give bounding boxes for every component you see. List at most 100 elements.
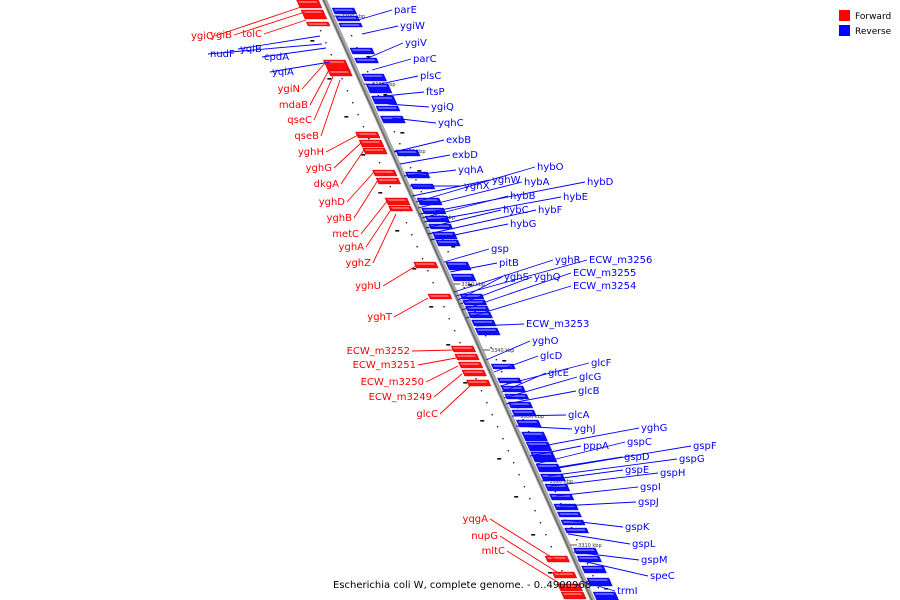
reverse-gene-block-highlight — [579, 557, 599, 559]
tick-label: 3320 kbp — [549, 479, 573, 485]
forward-gene-leader — [393, 297, 429, 318]
reverse-gene-leader — [391, 117, 437, 124]
reverse-gene-label-hybe: hybE — [563, 192, 588, 203]
minor-dot — [512, 462, 515, 464]
reverse-gene-block — [431, 231, 458, 240]
forward-gene-label-ecw-m3251: ECW_m3251 — [353, 360, 416, 371]
reverse-gene-label-ygiv: ygiV — [405, 38, 427, 49]
reverse-gene-label-hyba: hybA — [524, 177, 550, 188]
reverse-gene-block-highlight — [452, 275, 472, 277]
reverse-gene-block-highlight — [510, 403, 530, 405]
reverse-gene-label-gspe: gspE — [625, 465, 649, 476]
forward-gene-block-highlight — [302, 11, 322, 13]
reverse-gene-label-glcb: glcB — [578, 386, 600, 397]
minor-dot — [366, 71, 369, 73]
reverse-gene-leader — [269, 61, 331, 73]
reverse-gene-leader — [457, 276, 503, 301]
minor-dash — [395, 230, 400, 232]
reverse-gene-block-highlight — [351, 49, 371, 51]
reverse-gene-leader — [461, 272, 572, 311]
forward-gene-label-nupg: nupG — [471, 531, 498, 542]
forward-gene-block-highlight — [386, 199, 406, 201]
forward-gene-label-qseb: qseB — [294, 131, 319, 142]
reverse-gene-leader — [531, 427, 640, 449]
forward-gene-block — [375, 177, 402, 185]
reverse-gene-leader — [425, 209, 502, 229]
reverse-gene-leader — [559, 501, 637, 507]
minor-dash — [468, 284, 473, 286]
minor-dot — [523, 486, 526, 488]
reverse-gene-leader — [577, 559, 649, 577]
forward-gene-leader — [301, 61, 327, 90]
reverse-gene-label-nudf: nudF — [210, 49, 235, 60]
minor-dot — [377, 95, 380, 97]
reverse-gene-block-highlight — [356, 59, 376, 61]
minor-dot — [518, 474, 520, 476]
forward-gene-block-highlight — [468, 381, 488, 383]
forward-gene-label-ecw-m3250: ECW_m3250 — [361, 377, 424, 388]
forward-gene-label-yghb: yghB — [327, 213, 353, 224]
minor-dot — [597, 587, 600, 589]
minor-dot — [534, 510, 536, 512]
reverse-gene-leader — [371, 58, 412, 71]
minor-dot — [545, 534, 547, 536]
forward-gene-block — [358, 139, 385, 148]
reverse-gene-leader — [399, 154, 451, 165]
forward-gene-leader — [499, 535, 561, 575]
reverse-gene-block — [474, 327, 501, 336]
reverse-gene-block-highlight — [373, 97, 393, 99]
minor-dot — [484, 335, 487, 337]
forward-gene-leader — [325, 133, 361, 153]
reverse-gene-block-highlight — [575, 549, 595, 551]
reverse-gene-block — [581, 565, 607, 574]
minor-dot — [586, 563, 589, 565]
reverse-gene-label-plsc: plsC — [420, 71, 441, 82]
forward-gene-leader — [214, 5, 305, 37]
minor-dash — [497, 458, 502, 460]
forward-gene-block — [305, 21, 331, 27]
reverse-gene-leader — [493, 355, 539, 373]
forward-gene-leader — [233, 11, 306, 36]
forward-gene-block-highlight — [374, 171, 394, 173]
minor-dot — [357, 114, 359, 116]
forward-gene-label-ygin: ygiN — [277, 84, 300, 95]
reverse-gene-leader — [583, 581, 616, 592]
reverse-gene-label-yqhc: yqhC — [438, 118, 464, 129]
reverse-gene-leader — [419, 181, 586, 215]
reverse-gene-label-gspd: gspD — [624, 452, 650, 463]
reverse-gene-block — [338, 22, 363, 28]
minor-dot — [399, 143, 401, 145]
minor-dot — [448, 318, 451, 320]
forward-gene-block-highlight — [559, 585, 579, 587]
reverse-gene-label-yqha: yqhA — [458, 165, 484, 176]
reverse-gene-leader — [573, 551, 640, 561]
reverse-gene-label-glcf: glcF — [591, 358, 612, 369]
reverse-gene-label-yghs: yghS — [504, 272, 529, 283]
reverse-gene-block-highlight — [397, 151, 417, 153]
forward-gene-block — [388, 205, 414, 212]
reverse-gene-label-ygiw: ygiW — [400, 21, 425, 32]
forward-gene-label-ygic: ygiC — [191, 31, 213, 42]
reverse-gene-block — [450, 273, 477, 282]
reverse-gene-label-yghg: yghG — [641, 423, 667, 434]
minor-dot — [443, 306, 445, 308]
reverse-gene-block-highlight — [334, 9, 354, 11]
minor-dot — [421, 258, 424, 260]
reverse-gene-label-ygiq: ygiQ — [431, 102, 454, 113]
minor-dot — [416, 246, 418, 248]
forward-gene-leader — [433, 373, 463, 398]
reverse-gene-block-highlight — [464, 301, 484, 303]
minor-dot — [325, 42, 327, 44]
forward-gene-leader — [263, 19, 307, 35]
forward-gene-block — [457, 361, 484, 369]
reverse-gene-leader — [539, 456, 623, 471]
reverse-gene-leader — [555, 486, 639, 497]
forward-gene-leader — [353, 179, 379, 219]
minor-dot — [420, 191, 423, 193]
reverse-gene-block — [380, 115, 406, 124]
reverse-gene-leader — [417, 181, 523, 209]
reverse-gene-leader — [379, 75, 419, 85]
forward-gene-leader — [425, 365, 459, 383]
reverse-gene-label-ecw-m3254: ECW_m3254 — [573, 281, 636, 292]
